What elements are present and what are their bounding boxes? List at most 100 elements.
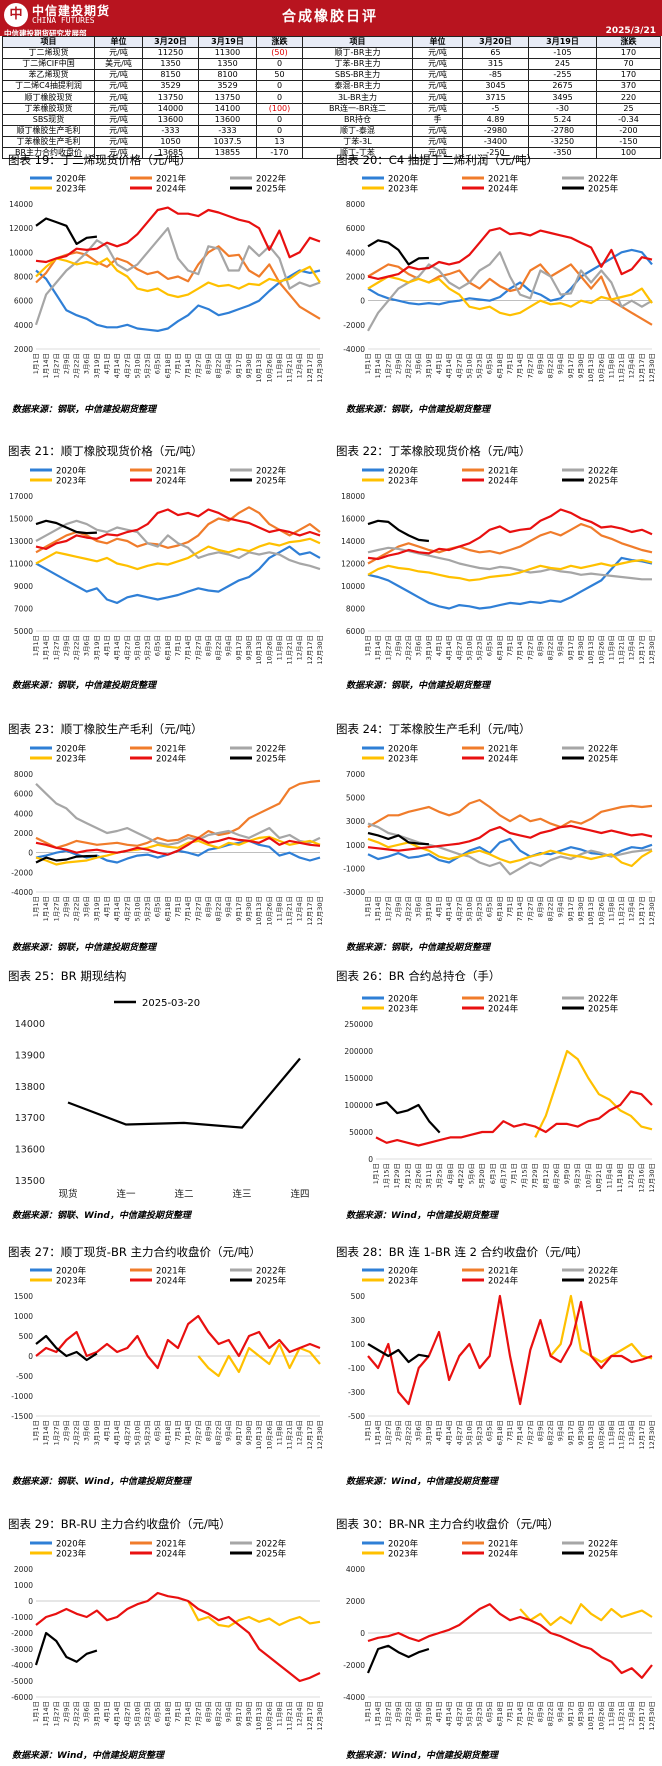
x-tick-label: 6月18日 <box>164 1701 172 1726</box>
x-tick-label: 7月1日 <box>174 896 182 917</box>
x-tick-label: 9月30日 <box>245 635 253 660</box>
figure-30-title: 图表 30：BR-NR 主力合约收盘价（元/吨） <box>336 1517 559 1531</box>
series-line-2021年 <box>367 522 653 565</box>
y-tick-label: 7000 <box>14 605 33 614</box>
x-tick-label: 4月22日 <box>457 1163 465 1188</box>
x-tick-label: 3月6日 <box>83 1420 91 1441</box>
legend-label: 2023年 <box>56 476 87 487</box>
x-tick-label: 10月13日 <box>255 1420 263 1450</box>
y-tick-label: 7000 <box>346 770 365 779</box>
x-tick-label: 3月19日 <box>425 1420 433 1445</box>
table-cell: 元/吨 <box>412 91 463 104</box>
x-category-label: 现货 <box>58 1188 77 1200</box>
y-tick-label: 13900 <box>15 1050 45 1061</box>
report-title: 合成橡胶日评 <box>282 9 378 25</box>
x-tick-label: 6月5日 <box>486 896 494 917</box>
chart-br-term-structure: 2025-03-20 14000 13900 13800 13700 13600 13500… <box>15 998 310 1200</box>
company-logo-icon: 中 <box>4 3 28 27</box>
legend-label: 2022年 <box>256 466 287 477</box>
x-tick-label: 9月17日 <box>567 635 575 660</box>
series-line-2025年 <box>35 1334 98 1362</box>
x-tick-label: 7月1日 <box>506 353 514 374</box>
x-tick-label: 9月23日 <box>574 1163 582 1188</box>
x-tick-label: 1月14日 <box>42 635 50 660</box>
x-tick-label: 12月17日 <box>638 353 646 383</box>
x-tick-label: 7月1日 <box>506 1701 514 1722</box>
y-tick-label: -4000 <box>343 345 365 354</box>
x-tick-label: 6月18日 <box>496 1420 504 1445</box>
table-cell: -333 <box>142 124 199 137</box>
x-tick-label: 7月27日 <box>194 896 202 921</box>
legend-label: 2023年 <box>56 184 87 195</box>
y-tick-label: 2000 <box>14 345 33 354</box>
x-tick-label: 10月26日 <box>597 635 605 665</box>
x-tick-label: 4月1日 <box>435 353 443 374</box>
x-tick-label: 9月4日 <box>557 353 565 374</box>
x-tick-label: 12月17日 <box>306 353 314 383</box>
figure-23-title: 图表 23：顺丁橡胶生产毛利（元/吨） <box>8 722 203 736</box>
series-line-2023年 <box>197 1342 321 1378</box>
x-tick-label: 10月7日 <box>584 1163 592 1188</box>
chart-br-nr-spread: 2020年 2021年 2022年 2023年 2024年 2025年 4000 2000 0 -… <box>343 1539 656 1731</box>
x-tick-label: 1月15日 <box>383 1163 391 1188</box>
x-tick-label: 7月27日 <box>194 635 202 660</box>
table-header-row: 项目 单位 3月20日 3月19日 涨跌 项目 单位 3月20日 3月19日 涨跌 <box>2 35 661 49</box>
y-tick-label: 1000 <box>346 841 365 850</box>
y-tick-label: -300 <box>348 1388 365 1397</box>
figure-20-title: 图表 20：C4 抽提丁二烯利润（元/吨） <box>336 153 539 167</box>
table-row: 丁苯橡胶现货 元/吨 14000 14100 (100) BR连一-BR连二 元/吨 -5 -3… <box>2 102 661 115</box>
source-note: 数据来源：Wind，中信建投期货整理 <box>346 1751 498 1761</box>
x-tick-label: 1月1日 <box>32 1701 40 1722</box>
x-tick-label: 7月27日 <box>194 1701 202 1726</box>
x-tick-label: 12月4日 <box>296 896 304 921</box>
x-category-label: 连一 <box>116 1188 136 1200</box>
x-tick-label: 12月4日 <box>296 1701 304 1726</box>
table-cell: 元/吨 <box>412 47 463 60</box>
x-tick-label: 12月30日 <box>648 1163 656 1193</box>
legend-label: 2022年 <box>588 466 619 477</box>
y-tick-label: 2000 <box>14 829 33 838</box>
series-line-2024年 <box>367 227 653 281</box>
x-tick-label: 2月9日 <box>62 1701 70 1722</box>
y-tick-label: 300 <box>351 1316 366 1325</box>
x-tick-label: 6月5日 <box>154 1420 162 1441</box>
series-line-2025年 <box>35 519 97 535</box>
x-tick-label: 4月14日 <box>113 353 121 378</box>
x-tick-label: 1月27日 <box>52 1420 60 1445</box>
chart-br-spot-price: 2020年 2021年 2022年 2023年 2024年 2025年 17000 15000… <box>9 466 324 665</box>
figure-28-title: 图表 28：BR 连 1-BR 连 2 合约收盘价（元/吨） <box>336 1245 588 1259</box>
x-tick-label: 10月26日 <box>597 1701 605 1731</box>
legend-label: 2021年 <box>156 744 187 755</box>
y-tick-label: 6000 <box>346 224 365 233</box>
x-tick-label: 6月18日 <box>496 635 504 660</box>
x-tick-label: 7月1日 <box>506 896 514 917</box>
x-tick-label: 4月14日 <box>113 896 121 921</box>
legend-label: 2021年 <box>488 1539 519 1550</box>
y-tick-label: 150000 <box>344 1074 373 1083</box>
legend-label: 2025年 <box>256 476 287 487</box>
x-tick-label: 9月30日 <box>245 353 253 378</box>
x-tick-label: 6月5日 <box>154 896 162 917</box>
x-tick-label: 7月27日 <box>526 353 534 378</box>
x-tick-label: 4月14日 <box>445 1420 453 1445</box>
y-tick-label: 5000 <box>346 794 365 803</box>
x-tick-label: 9月4日 <box>225 1701 233 1722</box>
y-tick-label: 12000 <box>9 224 33 233</box>
legend-label: 2023年 <box>388 1549 419 1560</box>
x-tick-label: 4月27日 <box>123 896 131 921</box>
x-tick-label: 1月14日 <box>374 635 382 660</box>
x-category-label: 连二 <box>174 1188 193 1200</box>
x-tick-label: 8月12日 <box>542 1163 550 1188</box>
x-tick-label: 11月21日 <box>618 1420 626 1450</box>
table-cell: 13750 <box>198 91 257 104</box>
table-cell: 11300 <box>198 47 257 60</box>
x-tick-label: 12月17日 <box>638 1420 646 1450</box>
legend-label: 2022年 <box>256 744 287 755</box>
x-tick-label: 4月1日 <box>435 896 443 917</box>
x-tick-label: 2月9日 <box>62 353 70 374</box>
table-cell: 3529 <box>142 80 199 93</box>
figure-27-title: 图表 27：顺丁现货-BR 主力合约收盘价（元/吨） <box>8 1245 261 1259</box>
x-category-label: 连四 <box>290 1188 309 1200</box>
series-line-2023年 <box>35 537 321 571</box>
y-tick-label: 14000 <box>15 1019 45 1030</box>
